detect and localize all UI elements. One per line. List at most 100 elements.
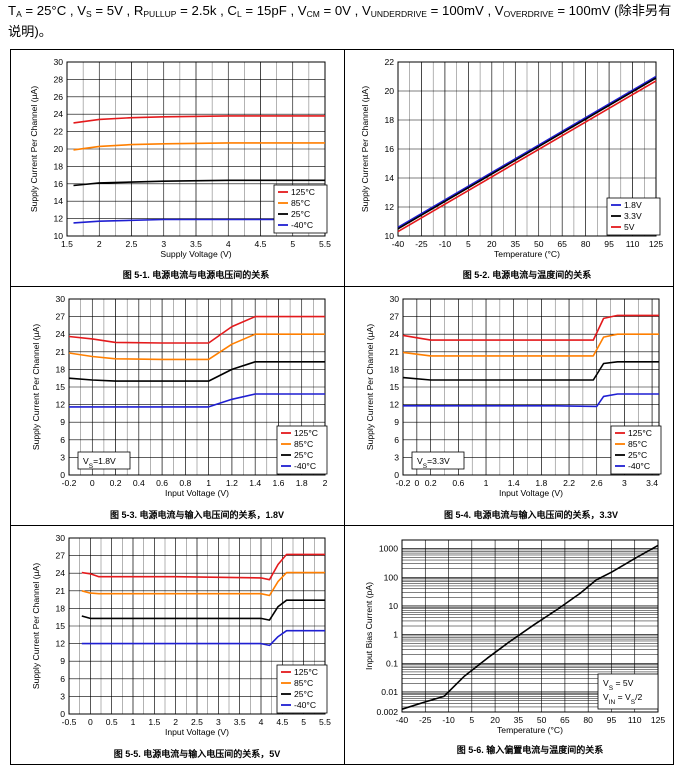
y-tick-label: 22 [53, 127, 63, 137]
y-tick-label: 3 [394, 452, 399, 462]
x-tick-label: 4.5 [255, 239, 267, 249]
conditions-legend-line: VS = 5V [603, 678, 634, 692]
legend-box [273, 184, 328, 234]
y-tick-label: 20 [384, 86, 394, 96]
legend-label: 85°C [294, 678, 313, 688]
figure-caption: 图 5-2. 电源电流与温度间的关系 [463, 269, 592, 280]
plot-frame [402, 298, 660, 476]
series-line-85c [81, 571, 325, 597]
legend-label: -40°C [294, 700, 316, 710]
y-tick-label: 14 [53, 196, 63, 206]
x-axis-label: Input Voltage (V) [165, 488, 229, 498]
y-axis-label: Supply Current Per Channel (µA) [365, 324, 375, 450]
plot-frame [68, 298, 326, 476]
x-tick-label: -25 [419, 715, 432, 725]
x-tick-label: -10 [442, 715, 455, 725]
x-tick-label: 1.4 [249, 478, 261, 488]
annotation-value: =1.8V [93, 456, 116, 466]
supply-voltage-annotation: VS=3.3V [417, 456, 450, 470]
x-tick-label: 95 [604, 239, 614, 249]
y-tick-label: 12 [55, 400, 65, 410]
x-tick-label: 3.5 [190, 239, 202, 249]
annotation-v: V [417, 456, 423, 466]
y-tick-label: 21 [55, 347, 65, 357]
figure-caption: 图 5-4. 电源电流与输入电压间的关系，3.3V [444, 509, 618, 520]
x-tick-label: 5 [469, 715, 474, 725]
y-tick-label: 16 [53, 179, 63, 189]
y-tick-label: 24 [55, 568, 65, 578]
series-line-125c [73, 115, 325, 124]
x-tick-label: -40 [396, 715, 409, 725]
x-tick-label: 80 [581, 239, 591, 249]
y-tick-label: 26 [53, 92, 63, 102]
conditions-legend-line: VIN = VS/2 [603, 692, 642, 706]
series-line-25c [73, 179, 325, 187]
legend-label: 125°C [291, 187, 315, 197]
y-tick-label: 18 [384, 115, 394, 125]
series-line-25c [402, 361, 659, 381]
x-tick-label: 0.5 [106, 717, 118, 727]
series-line-25c [81, 599, 325, 621]
x-tick-label: 1.6 [272, 478, 284, 488]
x-tick-label: 5.5 [319, 239, 331, 249]
x-tick-label: 1 [206, 478, 211, 488]
x-tick-label: 125 [649, 239, 664, 249]
legend-label: 125°C [294, 428, 318, 438]
x-tick-label: 1.8 [296, 478, 308, 488]
y-tick-label: 12 [55, 639, 65, 649]
chart-supply-current-vs-input-voltage-5v: -0.5 0 0.5 1 1.5 2 2.5 3 3.5 4 4.5 5 5.5036912151821… [31, 533, 331, 759]
y-tick-label: 10 [384, 231, 394, 241]
annotation-sub: S [89, 463, 94, 470]
chart-cell-5-3: -0.2 0 0.2 0.4 0.6 0.8 1 1.2 1.4 1.6 1.8 2 0 3 6 9 12 15 1… [10, 286, 345, 526]
x-tick-label: -25 [415, 239, 428, 249]
x-tick-label: 1 [131, 717, 136, 727]
plot-frame [401, 539, 659, 713]
x-tick-label: -10 [439, 239, 452, 249]
x-tick-label: -0.2 [62, 478, 77, 488]
x-tick-label: 5 [290, 239, 295, 249]
x-tick-label: 65 [557, 239, 567, 249]
legend-label: 1.8V [624, 200, 642, 210]
x-axis-label: Supply Voltage (V) [160, 249, 231, 259]
y-axis-label: Supply Current Per Channel (µA) [29, 86, 39, 212]
x-tick-label: 2 [173, 717, 178, 727]
x-tick-label: 95 [607, 715, 617, 725]
x-tick-label: 1 [484, 478, 489, 488]
y-tick-label: 15 [55, 382, 65, 392]
y-tick-label: 0.1 [386, 658, 398, 668]
x-tick-label: 3 [161, 239, 166, 249]
y-tick-label: 0.002 [376, 707, 398, 717]
chart-cell-5-2: -40 -25 -10 5 20 35 50 65 80 95 110 125 10 12 14 16 18 20… [344, 49, 674, 287]
series-line-25c [68, 361, 325, 382]
figure-caption: 图 5-3. 电源电流与输入电压间的关系，1.8V [110, 509, 284, 520]
x-tick-label: 2.6 [591, 478, 603, 488]
x-tick-label: 2.5 [191, 717, 203, 727]
y-tick-label: 12 [384, 202, 394, 212]
legend-sub2: S [631, 699, 636, 706]
legend-label: 25°C [291, 209, 310, 219]
chart-cell-5-4: -0.2 0 0.2 0.6 1 1.4 1.8 2.2 2.6 3 3.4 0 3 6 9 12 15 18 21… [344, 286, 674, 526]
y-tick-label: 14 [384, 173, 394, 183]
x-tick-label: 3.5 [234, 717, 246, 727]
legend-label: 125°C [294, 667, 318, 677]
y-tick-label: 9 [60, 417, 65, 427]
y-axis-label: Supply Current Per Channel (µA) [31, 563, 41, 689]
plot-frame [397, 61, 657, 237]
figure-caption: 图 5-6. 输入偏置电流与温度间的关系 [457, 744, 604, 755]
legend-rest: = 5V [613, 678, 634, 688]
legend-label: 3.3V [624, 211, 642, 221]
series-line-18v [397, 75, 657, 228]
chart-input-bias-current-vs-temperature: -40 -25 -10 5 20 35 50 65 80 95 110 1250.0020.010.1… [364, 539, 665, 755]
x-tick-label: 4.5 [276, 717, 288, 727]
y-tick-label: 3 [60, 452, 65, 462]
y-tick-label: 30 [53, 57, 63, 67]
y-tick-label: 15 [55, 621, 65, 631]
figure-caption: 图 5-5. 电源电流与输入电压间的关系，5V [114, 748, 281, 759]
x-tick-label: 3 [622, 478, 627, 488]
y-tick-label: 27 [55, 312, 65, 322]
series-line-125c [68, 315, 325, 344]
y-tick-label: 18 [389, 364, 399, 374]
x-tick-label: 0 [414, 478, 419, 488]
chart-supply-current-vs-supply-voltage: 1.5 2 2.5 3 3.5 4 4.5 5 5.5 10 12 14 16 18 20 22 24 26 28 3… [29, 57, 331, 280]
legend-label: 85°C [628, 439, 647, 449]
